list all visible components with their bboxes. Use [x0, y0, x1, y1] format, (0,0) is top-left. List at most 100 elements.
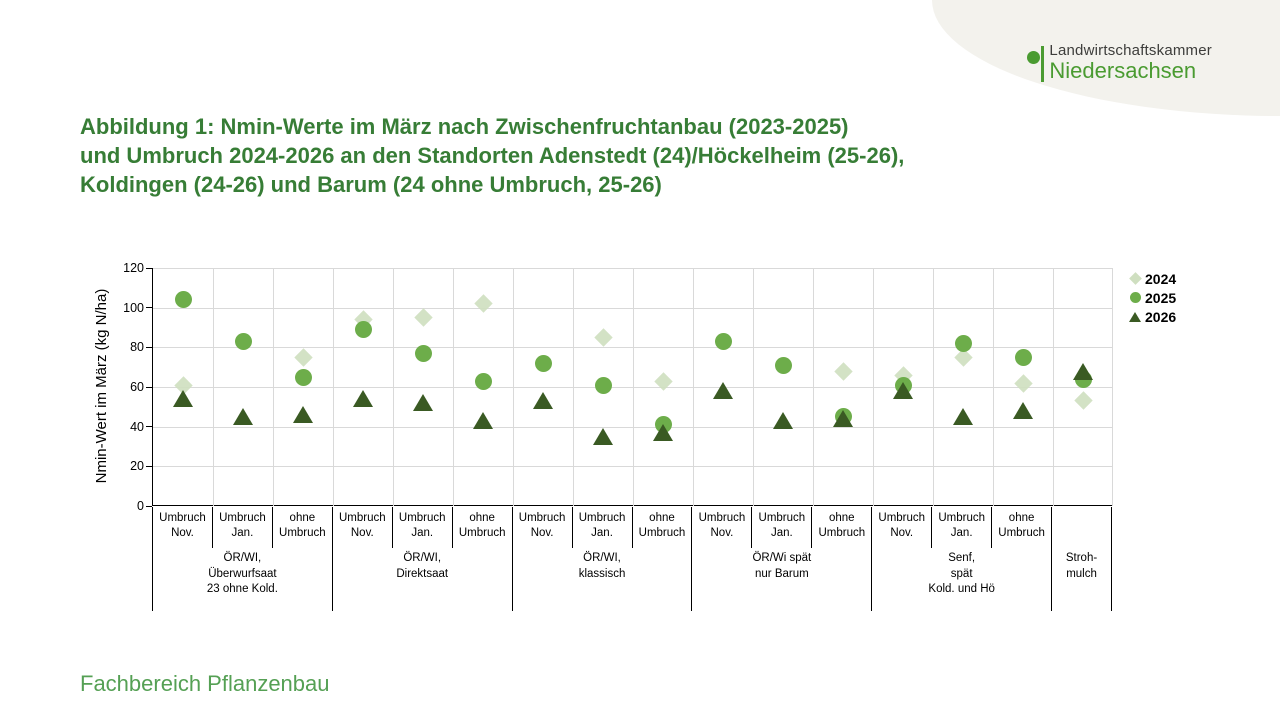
- data-point-2026-col10: [713, 382, 733, 400]
- x-group-label: ÖR/Wi spät nur Barum: [692, 548, 873, 611]
- x-subcategory-label: Umbruch Jan.: [932, 507, 993, 548]
- vertical-gridline: [633, 268, 634, 506]
- logo-text-line2: Niedersachsen: [1049, 58, 1197, 83]
- vertical-gridline: [393, 268, 394, 506]
- data-point-2025-col8: [594, 376, 612, 394]
- data-point-2024-col6: [473, 294, 493, 313]
- y-tick-label: 60: [130, 380, 144, 394]
- x-subcategory-label: Umbruch Jan.: [393, 507, 453, 548]
- data-point-2025-col5: [414, 344, 432, 362]
- x-subcategory-label: Umbruch Nov.: [513, 507, 573, 548]
- vertical-gridline: [1112, 268, 1113, 506]
- y-tick-mark: [146, 386, 152, 388]
- logo-text: Landwirtschaftskammer Niedersachsen: [1049, 42, 1212, 84]
- x-subcategory-label: Umbruch Nov.: [872, 507, 933, 548]
- x-subcategory-label: ohne Umbruch: [812, 507, 873, 548]
- data-point-2026-col4: [353, 390, 373, 408]
- x-group-label: Stroh- mulch: [1052, 548, 1112, 611]
- y-tick-mark: [146, 465, 152, 467]
- data-point-2026-col3: [293, 406, 313, 424]
- logo: Landwirtschaftskammer Niedersachsen: [1027, 42, 1212, 84]
- logo-dot-icon: [1027, 51, 1041, 64]
- legend-marker-diamond-icon: [1128, 272, 1142, 285]
- data-point-2026-col5: [413, 394, 433, 412]
- vertical-gridline: [753, 268, 754, 506]
- x-axis-group-row: ÖR/WI, Überwurfsaat 23 ohne Kold. ÖR/WI, …: [152, 548, 1112, 611]
- y-tick-label: 120: [123, 261, 144, 275]
- x-group-label: Senf, spät Kold. und Hö: [872, 548, 1053, 611]
- vertical-gridline: [513, 268, 514, 506]
- legend-label: 2025: [1145, 289, 1177, 306]
- data-point-2026-col16: [1073, 362, 1093, 380]
- data-point-2025-col10: [714, 332, 732, 350]
- data-point-2026-col8: [593, 428, 613, 446]
- y-tick-mark: [146, 505, 152, 507]
- y-tick-mark: [146, 267, 152, 269]
- figure-title: Abbildung 1: Nmin-Werte im März nach Zwi…: [80, 114, 905, 197]
- vertical-gridline: [333, 268, 334, 506]
- data-point-2026-col13: [893, 382, 913, 400]
- x-subcategory-label: Umbruch Jan.: [573, 507, 633, 548]
- logo-bar-icon: [1041, 46, 1045, 82]
- data-point-2025-col3: [294, 368, 312, 386]
- plot-area: [152, 268, 1113, 506]
- data-point-2025-col1: [174, 291, 192, 309]
- x-subcategory-label: ohne Umbruch: [992, 507, 1053, 548]
- x-axis-subcategory-row: Umbruch Nov. Umbruch Jan. ohne Umbruch Umbr…: [152, 507, 1112, 548]
- circle-icon: [1129, 292, 1141, 303]
- y-tick-label: 0: [137, 499, 144, 513]
- data-point-2026-col9: [653, 424, 673, 442]
- vertical-gridline: [213, 268, 214, 506]
- x-group-label: ÖR/WI, Direktsaat: [333, 548, 513, 611]
- data-point-2024-col3: [293, 348, 313, 367]
- vertical-gridline: [993, 268, 994, 506]
- x-subcategory-label: Umbruch Nov.: [153, 507, 213, 548]
- vertical-gridline: [573, 268, 574, 506]
- x-subcategory-label: ohne Umbruch: [453, 507, 513, 548]
- data-point-2024-col15: [1013, 373, 1033, 393]
- data-point-2025-col11: [774, 356, 792, 374]
- legend-item-2025: 2025: [1128, 288, 1176, 307]
- footer-text: Fachbereich Pflanzenbau: [80, 671, 330, 696]
- legend: 2024 2025 2026: [1128, 269, 1176, 326]
- data-point-2026-col11: [773, 412, 793, 430]
- data-point-2026-col7: [533, 392, 553, 410]
- data-point-2024-col12: [833, 361, 853, 381]
- y-tick-label: 80: [130, 340, 144, 355]
- vertical-gridline: [693, 268, 694, 506]
- y-tick-label: 40: [130, 419, 144, 434]
- vertical-gridline: [873, 268, 874, 506]
- x-group-label: ÖR/WI, klassisch: [513, 548, 693, 611]
- data-point-2026-col1: [173, 390, 193, 408]
- legend-item-2024: 2024: [1128, 269, 1176, 288]
- vertical-gridline: [1053, 268, 1054, 506]
- y-tick-label: 100: [123, 300, 144, 315]
- legend-label: 2024: [1145, 270, 1177, 287]
- data-point-2026-col14: [953, 408, 973, 426]
- y-tick-mark: [146, 307, 152, 309]
- diamond-icon: [1128, 272, 1142, 285]
- vertical-gridline: [453, 268, 454, 506]
- data-point-2025-col15: [1014, 348, 1032, 366]
- logo-text-line1: Landwirtschaftskammer: [1049, 42, 1212, 59]
- x-subcategory-label: [1052, 507, 1112, 548]
- x-subcategory-label: Umbruch Jan.: [213, 507, 273, 548]
- vertical-gridline: [813, 268, 814, 506]
- y-tick-label: 20: [130, 459, 144, 474]
- x-subcategory-label: Umbruch Nov.: [333, 507, 393, 548]
- data-point-2025-col7: [534, 354, 552, 372]
- legend-item-2026: 2026: [1128, 307, 1176, 326]
- x-group-label: ÖR/WI, Überwurfsaat 23 ohne Kold.: [153, 548, 333, 611]
- data-point-2025-col14: [954, 334, 972, 352]
- y-tick-mark: [146, 346, 152, 348]
- vertical-gridline: [933, 268, 934, 506]
- y-tick-mark: [146, 426, 152, 428]
- data-point-2024-col5: [413, 308, 433, 327]
- vertical-gridline: [273, 268, 274, 506]
- triangle-icon: [1129, 311, 1141, 322]
- data-point-2026-col12: [833, 410, 853, 428]
- data-point-2026-col15: [1013, 402, 1033, 420]
- data-point-2024-col16: [1073, 391, 1093, 411]
- data-point-2026-col6: [473, 412, 493, 430]
- x-subcategory-label: ohne Umbruch: [633, 507, 693, 548]
